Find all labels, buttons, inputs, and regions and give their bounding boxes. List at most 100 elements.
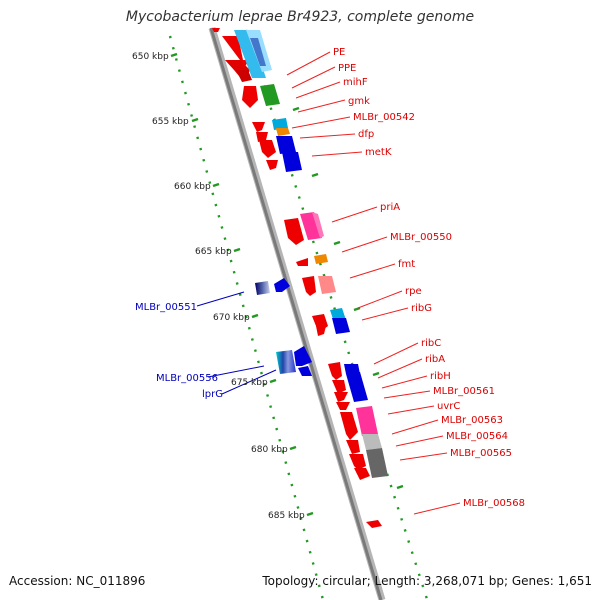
gene-feature [272, 118, 288, 130]
gene-feature [298, 366, 312, 376]
gene-feature [242, 86, 258, 108]
leader-line [291, 66, 336, 89]
gc-dot [211, 192, 215, 196]
gene-label: rpe [405, 286, 422, 297]
gc-dot [199, 147, 203, 151]
gene-feature [332, 380, 346, 394]
gene-labels-reverse: MLBr_00551 MLBr_00556 lprG [135, 302, 223, 400]
tick-labels: 650 kbp 655 kbp 660 kbp 665 kbp 670 kbp … [132, 52, 305, 521]
gc-dot [290, 173, 294, 177]
gene-feature [346, 440, 360, 454]
map-title: Mycobacterium leprae Br4923, complete ge… [125, 9, 475, 25]
gene-feature [212, 28, 220, 32]
gc-dot [294, 185, 298, 188]
gc-dot [317, 584, 321, 588]
gc-dot [311, 562, 315, 565]
gc-dot [290, 483, 294, 487]
gc-dot [281, 450, 285, 453]
tick-mark [353, 306, 361, 312]
gene-feature [296, 258, 308, 266]
gene-label: mihF [343, 77, 368, 88]
gene-label: lprG [202, 389, 223, 400]
gene-feature [349, 454, 366, 470]
gene-feature [236, 70, 252, 82]
gene-label: metK [365, 147, 392, 158]
gene-feature [318, 276, 336, 294]
gc-dot [322, 273, 326, 277]
gc-dot [269, 107, 273, 111]
gc-dot [396, 506, 400, 510]
gc-dot [214, 203, 218, 207]
gc-dot [308, 550, 312, 554]
tick-mark [170, 52, 178, 58]
gc-dot [421, 584, 425, 588]
gene-feature [276, 128, 290, 136]
backbone [208, 27, 386, 600]
gc-dot [232, 270, 236, 274]
gc-dot [250, 338, 254, 341]
gc-dot [424, 595, 428, 599]
gene-feature [255, 281, 270, 295]
leader-line [221, 369, 277, 395]
gene-feature [284, 218, 304, 245]
tick-label: 655 kbp [152, 117, 189, 127]
gene-label: MLBr_00561 [433, 386, 495, 397]
leader-line [299, 133, 356, 139]
gene-feature [328, 362, 342, 380]
tick-mark [212, 182, 220, 188]
gene-feature [259, 140, 276, 158]
gc-dot [318, 262, 322, 266]
gene-label: MLBr_00542 [353, 112, 415, 123]
gc-dot [257, 360, 260, 364]
feature-blocks [234, 30, 388, 478]
gc-dot [284, 461, 288, 465]
gc-dot [174, 58, 178, 61]
leader-line [413, 502, 461, 515]
gene-feature [234, 30, 266, 78]
gene-feature [346, 372, 368, 402]
gc-dot [393, 495, 397, 499]
gc-dot [266, 394, 270, 397]
gc-dot [347, 351, 351, 355]
leader-line [399, 452, 448, 461]
gene-label: gmk [348, 96, 370, 107]
gc-dot [407, 540, 411, 543]
reverse-features [255, 278, 312, 376]
gc-dot [190, 114, 194, 117]
gene-labels-forward: PE PPE mihF gmk MLBr_00542 dfp metK priA… [333, 47, 525, 509]
tick-marks [170, 52, 404, 517]
gene-label: ribG [411, 303, 432, 314]
gene-feature [366, 520, 382, 528]
tick-label: 650 kbp [132, 52, 169, 62]
gc-dot [293, 494, 297, 498]
gene-feature [266, 160, 278, 170]
gc-dot [235, 282, 239, 285]
gene-label: ribH [430, 371, 451, 382]
topology-text: Topology: circular; Length: 3,268,071 bp… [262, 574, 592, 588]
gc-dot [410, 551, 414, 555]
gc-dot [400, 517, 404, 521]
gc-dot [226, 248, 230, 252]
gc-dot [275, 427, 279, 431]
tick-mark [233, 247, 241, 253]
leader-line [373, 342, 419, 365]
gene-feature [256, 132, 268, 142]
gene-feature [356, 406, 378, 436]
gene-label: MLBr_00563 [441, 415, 503, 426]
tick-mark [372, 371, 380, 377]
gene-feature [366, 448, 388, 478]
tick-mark [396, 484, 404, 490]
gene-feature [334, 392, 348, 402]
gene-label: dfp [358, 129, 374, 140]
gene-feature [252, 122, 265, 132]
tick-mark [191, 117, 199, 123]
gene-label: MLBr_00550 [390, 232, 452, 243]
gc-dot [269, 405, 273, 409]
gene-feature [336, 402, 350, 410]
gc-dot [263, 382, 266, 386]
gc-dot [181, 80, 184, 84]
tick-label: 680 kbp [251, 445, 288, 455]
gc-dot [305, 539, 309, 543]
gene-feature [276, 350, 296, 374]
leader-line [395, 435, 444, 447]
